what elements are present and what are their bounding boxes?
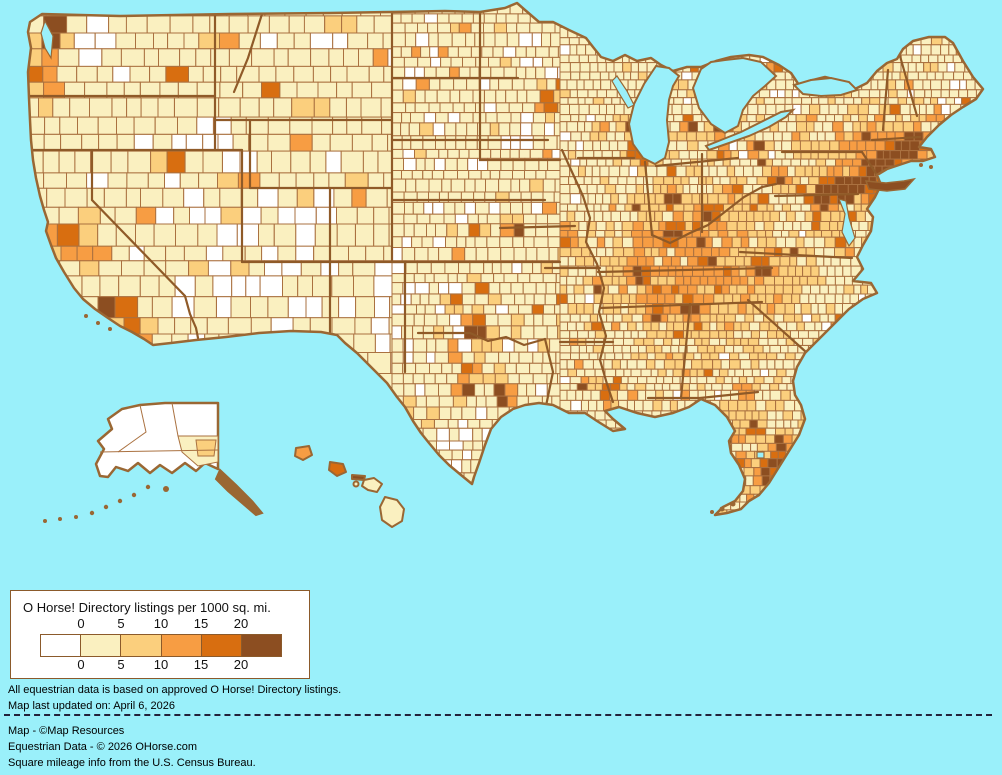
credit-square-mileage: Square mileage info from the U.S. Census… (8, 757, 256, 769)
alaska-panhandle (214, 468, 264, 517)
legend-tick: 0 (77, 657, 85, 672)
lower48-coastline (26, 1, 985, 517)
chesapeake-bay (837, 198, 856, 248)
alaska-landmass (94, 401, 220, 479)
coastal-waters (40, 19, 856, 459)
legend-tick: 15 (193, 657, 209, 672)
florida-key (730, 501, 736, 507)
legend-tick: 20 (233, 657, 249, 672)
legend-swatch (161, 635, 202, 656)
offshore-islands (84, 163, 933, 514)
legend-tick: 15 (193, 616, 209, 631)
legend-tick: 0 (77, 616, 85, 631)
florida-key (710, 510, 714, 514)
channel-island (84, 314, 88, 318)
great-lakes (611, 56, 859, 166)
lake-okeechobee (756, 451, 765, 459)
separator-dashed-line (4, 714, 992, 716)
legend-swatch (241, 635, 282, 656)
legend-tick: 5 (117, 616, 125, 631)
legend-color-ramp (40, 634, 282, 657)
legend-tick: 10 (153, 657, 169, 672)
legend-ticks-top: 0 5 10 15 20 (61, 616, 261, 631)
credit-map: Map - ©Map Resources (8, 725, 125, 737)
channel-island (108, 327, 112, 331)
legend-tick: 20 (233, 616, 249, 631)
legend-box: O Horse! Directory listings per 1000 sq.… (10, 590, 310, 679)
long-island (864, 177, 917, 192)
lake-huron (691, 56, 778, 135)
map-notes: All equestrian data is based on approved… (8, 682, 341, 714)
maui-island (361, 477, 383, 493)
kauai-island (294, 445, 313, 461)
alaska (43, 401, 264, 523)
state-borders (28, 10, 922, 408)
nantucket-island (929, 165, 933, 169)
hawaii-big-island (379, 496, 405, 528)
alaska-county-patch (195, 439, 217, 457)
lake-erie (704, 108, 796, 152)
credit-equestrian-data: Equestrian Data - © 2026 OHorse.com (8, 741, 198, 753)
kodiak-island (163, 486, 169, 492)
lake-michigan (627, 64, 681, 166)
note-last-updated: Map last updated on: April 6, 2026 (8, 700, 175, 712)
lake-ontario (792, 76, 859, 98)
aleutian-islands (43, 484, 151, 523)
legend-swatch (81, 635, 122, 656)
puget-sound (40, 19, 54, 60)
channel-island (96, 321, 100, 325)
green-bay (611, 75, 635, 109)
legend-ticks-bottom: 0 5 10 15 20 (61, 657, 261, 672)
legend-swatch (41, 635, 82, 656)
legend-tick: 5 (117, 657, 125, 672)
legend-swatch (121, 635, 162, 656)
hawaii (294, 445, 405, 528)
note-data-source: All equestrian data is based on approved… (8, 684, 342, 696)
molokai-island (351, 474, 366, 481)
lanai-island (352, 480, 360, 488)
florida-key (719, 506, 725, 512)
marthas-vineyard-island (919, 163, 923, 167)
legend-title: O Horse! Directory listings per 1000 sq.… (23, 600, 271, 615)
legend-tick: 10 (153, 616, 169, 631)
legend-swatch (201, 635, 242, 656)
map-credits: Map - ©Map Resources Equestrian Data - ©… (8, 723, 256, 771)
oahu-island (328, 461, 347, 477)
